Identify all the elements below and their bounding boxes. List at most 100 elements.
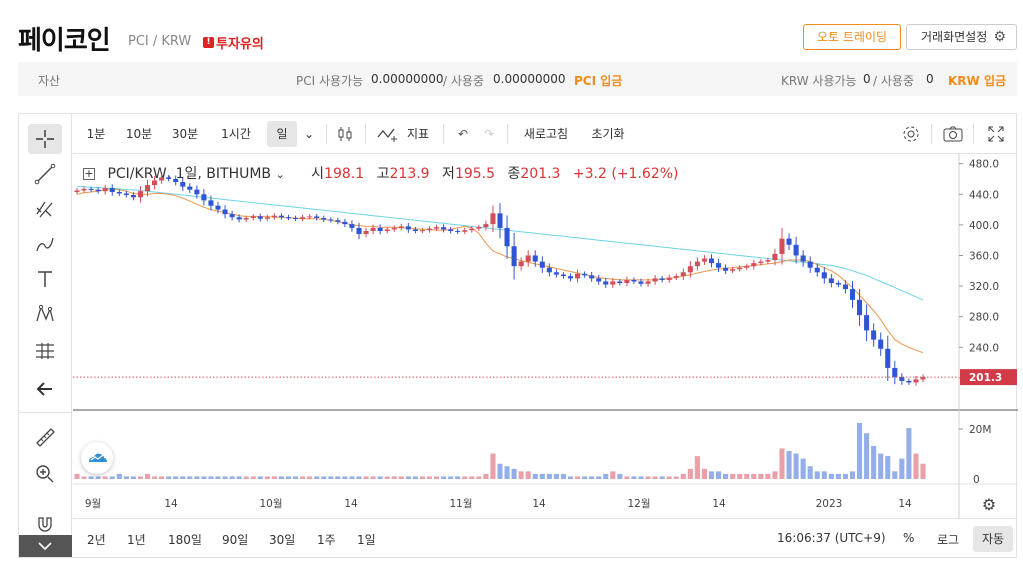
axis-settings-gear-icon[interactable]: ⚙ [982,495,996,514]
pci-deposit-link[interactable]: PCI 입금 [574,74,623,88]
volume-bar [631,476,637,479]
candle-body [144,185,151,192]
volume-bar [730,473,736,479]
volume-bar [377,476,383,479]
volume-bar [476,476,482,479]
auto-trading-button[interactable]: 오토 트레이딩 [803,24,901,50]
prediction-tool-icon[interactable] [28,336,62,366]
interval-day[interactable]: 일 [267,121,297,147]
volume-bar [624,476,630,479]
volume-bar [575,476,581,479]
range-90d[interactable]: 90일 [222,533,249,547]
interval-1m[interactable]: 1분 [86,127,106,141]
volume-bar [356,476,362,479]
tradingview-logo-icon[interactable] [81,442,113,474]
text-tool-icon[interactable] [28,264,62,294]
volume-bar [95,476,101,479]
volume-bar [666,476,672,479]
expand-legend-icon[interactable]: + [83,167,95,180]
interval-1h[interactable]: 1시간 [221,127,251,141]
krw-deposit-link[interactable]: KRW 입금 [948,74,1007,88]
candle-body [518,261,524,267]
candle-body [236,217,242,220]
candle-body [222,209,228,215]
volume-bar [532,473,538,479]
fib-tool-icon[interactable] [28,194,62,224]
volume-bar [307,476,313,479]
candle-body [243,217,249,220]
candle-body [603,281,609,285]
time-tick-label: 2023 [816,498,843,510]
price-chart[interactable]: 480.0440.0400.0360.0320.0280.0240.0200.0… [73,154,1018,519]
camera-icon[interactable] [939,121,967,147]
pattern-tool-icon[interactable] [28,299,62,329]
indicator-icon[interactable] [373,121,403,147]
candle-body [666,277,672,280]
zoom-in-icon[interactable] [28,459,62,489]
candle-body [708,258,715,264]
pci-available-value: 0.00000000 [371,72,444,86]
magnet-icon[interactable] [28,509,62,539]
candle-type-icon[interactable] [332,121,358,147]
ruler-tool-icon[interactable] [28,422,62,452]
range-1d[interactable]: 1일 [357,533,376,547]
range-30d[interactable]: 30일 [269,533,296,547]
collapse-toolbar-button[interactable] [19,535,72,557]
redo-icon[interactable]: ↷ [483,127,495,141]
close-label: 종 [507,166,521,182]
interval-dropdown-chevron-down-icon[interactable]: ⌄ [303,127,315,141]
percent-scale-toggle[interactable]: % [903,531,915,545]
candle-body [300,217,306,219]
candle-body [730,269,736,271]
settings-gear-icon[interactable] [899,121,923,147]
candle-body [208,200,214,206]
undo-icon[interactable]: ↶ [457,127,469,141]
candle-body [187,186,193,190]
indicator-label[interactable]: 지표 [406,127,430,141]
symbol-label[interactable]: PCI/KRW, 1일, BITHUMB [107,166,272,182]
refresh-button[interactable]: 새로고침 [523,127,569,141]
time-tick-label: 10월 [259,498,282,510]
symbol-chevron-down-icon[interactable]: ⌄ [275,168,285,181]
volume-bar [638,476,644,479]
interval-10m[interactable]: 10분 [125,127,153,141]
brush-tool-icon[interactable] [28,229,62,259]
candle-body [137,191,143,198]
range-1y[interactable]: 1년 [127,533,146,547]
back-arrow-icon[interactable] [28,374,62,404]
volume-bar [864,433,870,479]
interval-30m[interactable]: 30분 [171,127,199,141]
volume-bar [236,476,242,479]
range-1w[interactable]: 1주 [317,533,336,547]
volume-bar [159,476,165,479]
candle-body [278,215,284,218]
candle-body [687,266,693,273]
volume-bar [849,471,856,479]
volume-bar [123,476,129,479]
clock-time[interactable]: 16:06:37 (UTC+9) [777,531,886,545]
candle-body [680,272,686,277]
range-bar: 2년 1년 180일 90일 30일 1주 1일 16:06:37 (UTC+9… [73,518,1017,558]
crosshair-tool-icon[interactable] [28,124,62,154]
reset-button[interactable]: 초기화 [591,127,625,141]
candle-body [426,228,433,231]
auto-scale-toggle[interactable]: 자동 [973,526,1013,552]
investment-warning-badge[interactable]: ! 투자유의 [203,33,264,52]
volume-bar [222,476,228,479]
range-180d[interactable]: 180일 [168,533,202,547]
fullscreen-icon[interactable] [983,121,1009,147]
candle-body [589,275,595,279]
candle-body [462,230,468,232]
candle-body [716,263,722,268]
volume-bar [257,476,263,479]
volume-bar [81,476,87,479]
price-tick-label: 400.0 [969,220,999,232]
range-2y[interactable]: 2년 [87,533,106,547]
screen-setting-button[interactable]: 거래화면설정 ⚙ [906,24,1017,50]
time-tick-label: 14 [532,498,546,510]
candle-body [455,230,461,232]
trend-line-tool-icon[interactable] [28,159,62,189]
candle-body [391,227,397,230]
pair-label: PCI / KRW [128,34,192,49]
log-scale-toggle[interactable]: 로그 [937,533,960,547]
